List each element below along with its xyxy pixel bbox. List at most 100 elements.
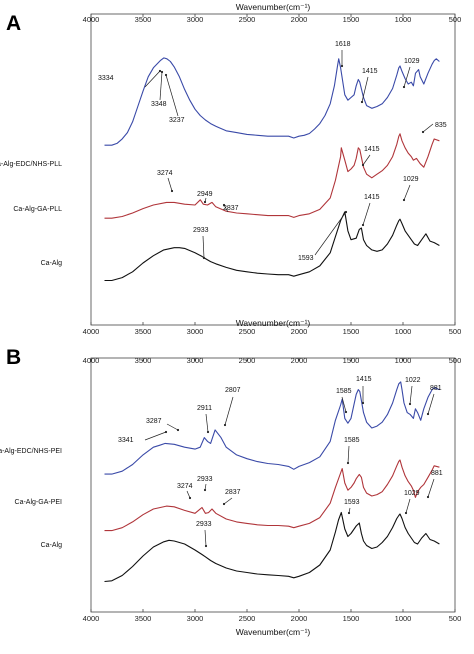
- spectrum-line-1: [104, 381, 440, 475]
- tick-label-bottom: 4000: [83, 327, 100, 336]
- peak-pointer-tip: [188, 496, 192, 500]
- tick-label-bottom: 500: [449, 614, 462, 623]
- peak-pointer: [409, 385, 413, 405]
- x-axis-title: Wavenumber(cm⁻¹): [236, 627, 311, 637]
- peak-pointer-tip: [203, 200, 207, 204]
- peak-pointer-tip: [402, 198, 406, 202]
- peak-pointer: [166, 423, 179, 431]
- peak-label: 1593: [344, 499, 360, 506]
- peak-pointer: [186, 490, 191, 499]
- tick-label-bottom: 2500: [239, 614, 256, 623]
- peak-label: 1415: [362, 68, 378, 75]
- peak-pointer-tip: [344, 210, 348, 214]
- peak-pointer-tip: [344, 410, 348, 414]
- tick-label-bottom: 3000: [187, 614, 204, 623]
- spectrum-line-3: [104, 211, 440, 282]
- peak-label: 3348: [151, 101, 167, 108]
- peak-pointer-tip: [170, 189, 174, 193]
- peak-pointer: [223, 497, 233, 505]
- series-label: Ca-Alg-GA-PLL: [13, 206, 62, 213]
- peak-label: 1593: [298, 255, 314, 262]
- peak-pointer: [223, 204, 229, 213]
- peak-pointer-tip: [223, 423, 227, 427]
- peak-pointer: [204, 529, 207, 547]
- tick-label-bottom: 2000: [291, 614, 308, 623]
- peak-label: 1618: [335, 41, 351, 48]
- panel-label: A: [6, 12, 21, 35]
- peak-label: 1029: [403, 176, 419, 183]
- peak-pointer-tip: [222, 203, 226, 207]
- tick-label-bottom: 500: [449, 327, 462, 336]
- peak-pointer-tip: [222, 502, 226, 506]
- peak-pointer-tip: [203, 488, 207, 492]
- peak-label: 2837: [225, 489, 241, 496]
- peak-pointer: [362, 202, 371, 226]
- peak-label: 1029: [404, 490, 420, 497]
- tick-label-top: 1500: [343, 356, 360, 365]
- peak-pointer-tip: [158, 69, 162, 73]
- peak-label: 1415: [364, 194, 380, 201]
- peak-label: 3237: [169, 117, 185, 124]
- tick-label-top: 4000: [83, 356, 100, 365]
- tick-label-top: 3000: [187, 356, 204, 365]
- peak-pointer-tip: [160, 70, 164, 74]
- peak-label: 3341: [118, 437, 134, 444]
- tick-label-bottom: 4000: [83, 614, 100, 623]
- tick-label-bottom: 1500: [343, 614, 360, 623]
- series-label: Ca-Alg: [41, 260, 63, 267]
- peak-label: 1029: [404, 58, 420, 65]
- tick-label-top: 3500: [135, 15, 152, 24]
- peak-pointer: [362, 154, 371, 166]
- tick-label-top: 2500: [239, 15, 256, 24]
- peak-label: 2933: [197, 476, 213, 483]
- peak-pointer: [405, 498, 411, 514]
- peak-label: 3274: [177, 483, 193, 490]
- spectrum-line-3: [104, 511, 440, 583]
- tick-label-top: 1000: [395, 15, 412, 24]
- tick-label-bottom: 1000: [395, 327, 412, 336]
- tick-label-top: 4000: [83, 15, 100, 24]
- peak-label: 3287: [146, 418, 162, 425]
- peak-pointer-tip: [164, 430, 168, 434]
- peak-pointer-tip: [361, 401, 365, 405]
- tick-label-top: 3000: [187, 15, 204, 24]
- tick-label-top: 500: [449, 356, 462, 365]
- peak-pointer-tip: [361, 223, 365, 227]
- peak-pointer: [159, 71, 163, 101]
- peak-label: 2933: [196, 521, 212, 528]
- tick-label-top: 1000: [395, 356, 412, 365]
- peak-label: 2949: [197, 191, 213, 198]
- peak-pointer: [427, 393, 435, 415]
- peak-pointer-tip: [404, 511, 408, 515]
- tick-label-top: 2000: [291, 356, 308, 365]
- tick-label-bottom: 1500: [343, 327, 360, 336]
- tick-label-top: 500: [449, 15, 462, 24]
- peak-pointer-tip: [164, 73, 168, 77]
- peak-pointer-tip: [426, 495, 430, 499]
- peak-pointer: [144, 70, 161, 88]
- tick-label-bottom: 2500: [239, 327, 256, 336]
- peak-label: 3274: [157, 170, 173, 177]
- peak-label: 2837: [223, 205, 239, 212]
- peak-pointer-tip: [206, 430, 210, 434]
- peak-pointer: [165, 74, 179, 117]
- chart-panel-a: A Wavenumber(cm⁻¹) Wavenumber(cm⁻¹) 4000 400…: [0, 2, 461, 336]
- tick-label-bottom: 2000: [291, 327, 308, 336]
- peak-pointer-tip: [402, 85, 406, 89]
- tick-label-top: 1500: [343, 15, 360, 24]
- peak-pointer-tip: [346, 461, 350, 465]
- peak-label: 2933: [193, 227, 209, 234]
- spectrum-line-2: [104, 133, 440, 219]
- peak-pointer: [403, 184, 411, 201]
- peak-label: 2911: [197, 405, 212, 412]
- peak-label: 3334: [98, 75, 114, 82]
- peak-pointer-tip: [204, 544, 208, 548]
- tick-label-bottom: 3000: [187, 327, 204, 336]
- peak-pointer: [167, 177, 173, 192]
- peak-pointer-tip: [176, 428, 180, 432]
- peak-pointer-tip: [340, 64, 344, 68]
- peak-pointer: [314, 211, 347, 256]
- peak-pointer-tip: [360, 100, 364, 104]
- peak-pointer: [144, 431, 167, 441]
